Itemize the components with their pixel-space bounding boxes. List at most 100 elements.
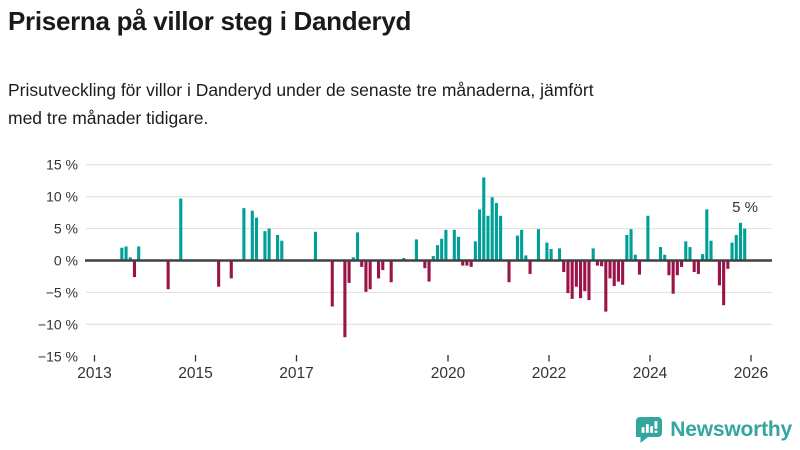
bar-2019-11: [440, 238, 444, 261]
x-axis-label-2015: 2015: [178, 365, 212, 382]
bar-2021-07: [524, 255, 528, 261]
bar-2024-05: [667, 260, 671, 276]
bar-2016-03: [254, 217, 259, 261]
x-axis-label-2022: 2022: [532, 365, 566, 382]
bar-2024-06: [671, 260, 675, 294]
y-axis-label--5: −5 %: [46, 284, 78, 300]
chart-title: Priserna på villor steg i Danderyd: [8, 6, 412, 36]
bar-2022-03: [557, 248, 562, 261]
bar-2025-09: [734, 234, 738, 261]
bar-2025-03: [709, 240, 713, 261]
bar-2020-10: [486, 215, 490, 261]
x-axis-label-2024: 2024: [633, 365, 668, 382]
bar-2016-06: [267, 228, 271, 261]
bar-2025-02: [705, 209, 709, 261]
bar-2022-12: [595, 260, 599, 266]
bar-2023-07: [625, 234, 629, 261]
bar-2024-10: [688, 247, 692, 261]
newsworthy-wordmark: Newsworthy: [670, 417, 792, 441]
bar-2020-04: [461, 260, 465, 266]
bar-2016-05: [263, 231, 267, 261]
bar-2013-11: [137, 246, 141, 261]
bar-2025-05: [717, 260, 721, 286]
newsworthy-speech-bubble-icon: [636, 417, 663, 443]
newsworthy-logo: Newsworthy: [636, 416, 792, 443]
bar-2020-08: [478, 209, 482, 261]
bar-2018-09: [381, 260, 385, 271]
bar-2019-08: [427, 260, 431, 282]
chart-subtitle: Prisutveckling för villor i Danderyd und…: [8, 80, 594, 128]
bar-2016-02: [250, 210, 254, 261]
chart-canvas: 15 % 10 % 5 % 0 % −5 % −10 % −15 %2013 2015 2017…: [38, 157, 772, 382]
bar-2018-11: [389, 260, 393, 283]
bar-2019-10: [435, 245, 440, 261]
bar-2023-09: [633, 254, 637, 261]
bar-2018-02: [351, 257, 355, 261]
bar-2022-04: [562, 260, 566, 272]
bar-2023-03: [608, 260, 612, 279]
bar-2015-09: [229, 260, 233, 279]
bar-2024-03: [658, 247, 663, 261]
bar-2025-08: [730, 242, 734, 261]
bar-2022-01: [549, 249, 553, 261]
bar-2020-02: [452, 229, 456, 261]
bar-2024-07: [675, 260, 679, 276]
bar-2020-11: [490, 197, 494, 261]
x-axis-label-2020: 2020: [431, 365, 466, 382]
bar-2016-08: [276, 234, 280, 261]
bar-2023-04: [612, 260, 616, 287]
bar-2020-07: [473, 241, 477, 261]
bar-2020-12: [494, 202, 498, 261]
price-development-bar-chart: 15 % 10 % 5 % 0 % −5 % −10 % −15 % 2013 2015 2017…: [0, 148, 800, 393]
bar-2016-09: [280, 240, 284, 261]
bar-2021-01: [499, 215, 503, 261]
bar-2025-10: [738, 222, 743, 261]
bar-2022-09: [583, 260, 587, 292]
x-axis-label-2013: 2013: [77, 365, 111, 382]
bar-2019-07: [423, 260, 427, 269]
bar-2013-09: [128, 257, 132, 261]
bar-2024-08: [680, 260, 684, 267]
bar-2018-05: [364, 260, 368, 292]
bar-2025-07: [726, 260, 730, 269]
bar-2018-03: [355, 232, 360, 261]
bar-2013-08: [124, 246, 128, 261]
bar-2018-06: [368, 260, 372, 290]
y-axis-label-5: 5 %: [54, 221, 78, 237]
bar-2019-05: [414, 239, 418, 261]
bar-2021-10: [536, 229, 541, 261]
bar-2017-12: [343, 260, 347, 338]
y-axis-label--15: −15 %: [38, 348, 78, 364]
bar-2019-09: [431, 256, 435, 261]
bar-2022-10: [587, 260, 591, 301]
bar-2013-10: [132, 260, 137, 278]
bar-2022-05: [566, 260, 570, 294]
bar-2023-08: [629, 229, 633, 261]
bar-2021-06: [520, 229, 524, 261]
bar-2024-12: [696, 260, 700, 274]
bar-2022-07: [574, 260, 578, 287]
bar-2022-06: [570, 260, 574, 299]
bar-2014-06: [166, 260, 170, 290]
latest-value-annotation: 5 %: [732, 199, 758, 216]
bar-2023-06: [621, 260, 625, 285]
y-axis-label-0: 0 %: [54, 253, 78, 269]
bar-2020-03: [456, 236, 461, 261]
bar-2023-01: [600, 260, 604, 267]
bar-2014-09: [179, 198, 183, 261]
bar-2018-04: [360, 260, 364, 267]
bar-2017-09: [330, 260, 334, 307]
bar-2023-10: [637, 260, 642, 275]
bar-2021-03: [507, 260, 511, 283]
bar-2022-08: [579, 260, 583, 299]
bar-2015-06: [217, 260, 221, 287]
bar-2020-06: [469, 260, 473, 267]
bar-2025-01: [701, 254, 705, 261]
bar-2022-11: [591, 248, 595, 261]
bar-2024-09: [684, 241, 688, 261]
bar-2024-11: [692, 260, 696, 272]
bar-2024-04: [663, 254, 667, 261]
bar-2015-12: [242, 208, 246, 261]
bar-2023-05: [616, 260, 620, 282]
